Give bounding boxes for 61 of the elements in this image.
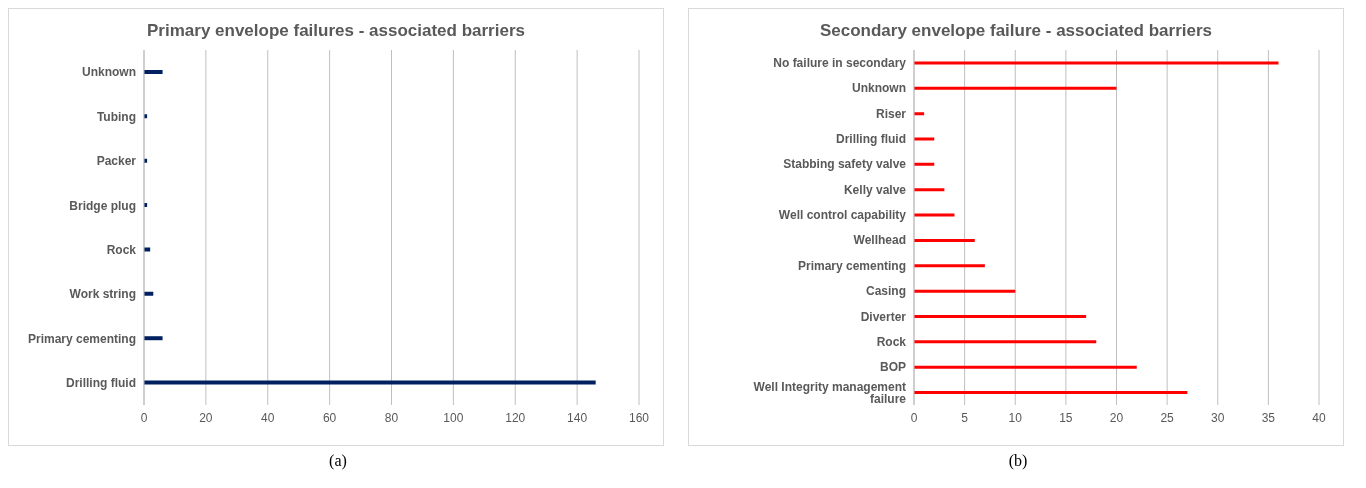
y-tick-label: Well Integrity management failure bbox=[753, 379, 907, 406]
x-tick-label: 0 bbox=[910, 410, 918, 425]
x-tick-label: 35 bbox=[1261, 410, 1276, 425]
x-tick-label: 5 bbox=[961, 410, 969, 425]
x-tick-label: 80 bbox=[384, 410, 399, 425]
x-tick-label: 100 bbox=[443, 410, 464, 425]
bar bbox=[914, 86, 1117, 90]
x-tick-label: 30 bbox=[1211, 410, 1225, 425]
bar bbox=[144, 69, 163, 74]
bar bbox=[914, 238, 975, 242]
x-tick-label: 140 bbox=[567, 410, 588, 425]
x-tick-label: 160 bbox=[628, 410, 650, 425]
text: (b) bbox=[1007, 452, 1029, 470]
x-tick-label: 40 bbox=[1312, 410, 1326, 425]
y-tick-label: Tubing bbox=[96, 109, 136, 124]
bar bbox=[914, 162, 935, 166]
y-tick-label: BOP bbox=[879, 360, 906, 375]
y-tick-label: Rock bbox=[876, 334, 907, 349]
y-tick-label: Primary cementing bbox=[27, 331, 136, 346]
y-tick-label: Bridge plug bbox=[69, 198, 136, 213]
bar bbox=[144, 380, 596, 385]
bar bbox=[914, 112, 925, 116]
bar bbox=[914, 340, 1097, 344]
bar bbox=[914, 264, 985, 268]
x-tick-label: 20 bbox=[1109, 410, 1124, 425]
y-tick-label: Wellhead bbox=[853, 233, 906, 248]
chart-title: Secondary envelope failure - associated barriers bbox=[818, 21, 1214, 41]
text: (a) bbox=[328, 452, 348, 470]
bar bbox=[914, 365, 1137, 369]
bar bbox=[914, 213, 955, 217]
bar bbox=[914, 314, 1087, 318]
y-tick-label: Stabbing safety valve bbox=[783, 157, 907, 172]
y-tick-label: Unknown bbox=[82, 65, 136, 80]
y-tick-label: Work string bbox=[69, 287, 136, 302]
y-tick-label: No failure in secondary bbox=[773, 55, 907, 70]
x-tick-label: 20 bbox=[199, 410, 213, 425]
bar bbox=[914, 391, 1188, 395]
bar bbox=[914, 289, 1016, 293]
x-tick-label: 60 bbox=[322, 410, 337, 425]
y-tick-label: Drilling fluid bbox=[836, 132, 906, 147]
chart-title: Primary envelope failures - associated barriers bbox=[146, 21, 526, 41]
x-tick-label: 0 bbox=[140, 410, 148, 425]
y-tick-label: Diverter bbox=[860, 309, 907, 324]
y-tick-label: Packer bbox=[96, 154, 137, 169]
x-tick-label: 40 bbox=[261, 410, 275, 425]
x-tick-label: 15 bbox=[1059, 410, 1073, 425]
bar bbox=[914, 61, 1279, 65]
y-tick-label: Unknown bbox=[852, 81, 906, 96]
y-tick-label: Kelly valve bbox=[843, 182, 907, 197]
bar bbox=[914, 188, 945, 192]
y-tick-label: Rock bbox=[106, 242, 137, 257]
bar bbox=[914, 137, 935, 141]
x-tick-label: 120 bbox=[505, 410, 526, 425]
y-tick-label: Primary cementing bbox=[797, 258, 906, 273]
x-tick-label: 10 bbox=[1008, 410, 1023, 425]
y-tick-label: Casing bbox=[865, 284, 906, 299]
y-tick-label: Riser bbox=[875, 106, 907, 121]
x-tick-label: 25 bbox=[1160, 410, 1175, 425]
bar bbox=[144, 336, 163, 341]
y-tick-label: Well control capability bbox=[778, 208, 907, 223]
y-tick-label: Drilling fluid bbox=[66, 376, 136, 391]
